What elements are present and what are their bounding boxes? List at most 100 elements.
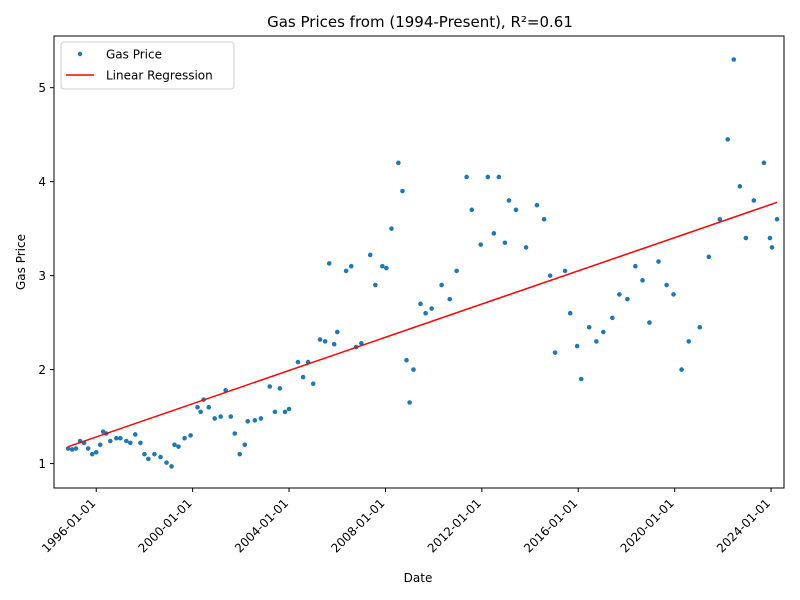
data-point bbox=[617, 292, 622, 297]
data-point bbox=[761, 160, 767, 166]
data-point bbox=[69, 447, 75, 452]
y-tick-label: 3 bbox=[38, 269, 46, 283]
data-point bbox=[300, 374, 306, 380]
data-point bbox=[731, 57, 737, 62]
data-point bbox=[310, 381, 316, 386]
data-point bbox=[574, 343, 580, 349]
data-point bbox=[326, 261, 332, 266]
data-point bbox=[562, 268, 568, 274]
data-point bbox=[656, 259, 661, 264]
data-point bbox=[423, 310, 428, 316]
legend-label-regression: Linear Regression bbox=[106, 69, 213, 83]
y-axis-label: Gas Price bbox=[14, 234, 28, 290]
data-point bbox=[267, 384, 273, 389]
data-point bbox=[89, 451, 95, 457]
data-point bbox=[198, 409, 203, 415]
data-point bbox=[502, 240, 508, 246]
data-point bbox=[523, 245, 529, 250]
data-point bbox=[142, 451, 147, 457]
data-point bbox=[547, 273, 553, 278]
data-point bbox=[396, 160, 401, 166]
data-point bbox=[418, 301, 423, 307]
data-point bbox=[182, 435, 187, 441]
data-point bbox=[671, 292, 676, 297]
data-point bbox=[97, 442, 103, 448]
data-point bbox=[188, 433, 193, 438]
data-point bbox=[717, 216, 723, 222]
data-point bbox=[633, 263, 638, 269]
data-point bbox=[664, 282, 669, 288]
data-point bbox=[751, 198, 757, 203]
data-point bbox=[286, 406, 292, 412]
data-point bbox=[367, 252, 373, 258]
data-point bbox=[295, 359, 301, 365]
data-point bbox=[172, 442, 177, 448]
data-point bbox=[164, 460, 169, 465]
data-point bbox=[594, 339, 599, 344]
data-point bbox=[407, 400, 412, 405]
data-point bbox=[373, 282, 378, 288]
data-point bbox=[706, 254, 712, 260]
data-point bbox=[647, 320, 652, 325]
data-point bbox=[343, 268, 349, 274]
data-point bbox=[317, 337, 323, 342]
regression-line bbox=[67, 201, 778, 448]
data-point bbox=[686, 339, 692, 344]
data-point bbox=[478, 242, 484, 247]
data-point bbox=[272, 409, 278, 415]
data-point bbox=[725, 137, 731, 142]
data-point bbox=[411, 367, 416, 372]
data-point bbox=[601, 329, 606, 335]
data-point bbox=[404, 357, 409, 363]
data-point bbox=[380, 263, 385, 269]
legend: Gas Price Linear Regression bbox=[60, 41, 235, 90]
data-point bbox=[85, 446, 91, 451]
data-point bbox=[65, 446, 71, 451]
data-point bbox=[348, 263, 354, 269]
data-point bbox=[322, 339, 328, 344]
chart-title: Gas Prices from (1994-Present), R²=0.61 bbox=[267, 13, 573, 31]
data-point bbox=[228, 414, 234, 419]
data-point bbox=[118, 435, 123, 441]
data-point bbox=[610, 315, 615, 321]
y-tick-label: 1 bbox=[38, 457, 46, 471]
data-point bbox=[743, 235, 749, 241]
data-point bbox=[232, 431, 238, 436]
data-point bbox=[578, 376, 584, 382]
data-point bbox=[195, 404, 200, 410]
data-point bbox=[541, 216, 547, 222]
data-point bbox=[107, 438, 113, 444]
data-point bbox=[245, 418, 251, 424]
data-point bbox=[513, 207, 519, 213]
data-point bbox=[506, 198, 512, 203]
legend-marker-gas-price bbox=[77, 51, 83, 57]
data-point bbox=[384, 265, 389, 271]
data-point bbox=[152, 451, 157, 457]
data-point bbox=[242, 442, 248, 448]
data-point bbox=[640, 278, 645, 283]
y-tick-label: 2 bbox=[38, 363, 46, 377]
y-axis-ticks: 1 2 3 4 5 bbox=[38, 81, 54, 471]
data-point bbox=[400, 188, 405, 194]
data-point bbox=[496, 174, 502, 180]
x-axis-label: Date bbox=[404, 571, 433, 585]
data-point bbox=[697, 325, 703, 330]
plot-area bbox=[53, 35, 785, 489]
data-point bbox=[212, 416, 218, 421]
data-point bbox=[258, 416, 264, 421]
data-point bbox=[169, 464, 174, 469]
data-point bbox=[491, 231, 497, 236]
data-point bbox=[679, 367, 684, 372]
data-point bbox=[237, 451, 243, 457]
data-point bbox=[774, 216, 780, 222]
data-point bbox=[218, 414, 223, 419]
data-point bbox=[252, 418, 258, 423]
data-point bbox=[429, 306, 434, 311]
legend-label-gas-price: Gas Price bbox=[106, 48, 162, 62]
data-point bbox=[625, 296, 630, 302]
data-point bbox=[277, 386, 283, 391]
data-point bbox=[73, 446, 79, 451]
